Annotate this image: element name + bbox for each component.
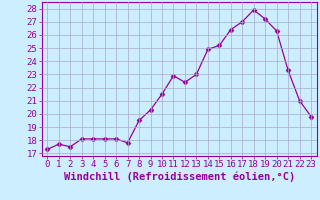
X-axis label: Windchill (Refroidissement éolien,°C): Windchill (Refroidissement éolien,°C) — [64, 172, 295, 182]
